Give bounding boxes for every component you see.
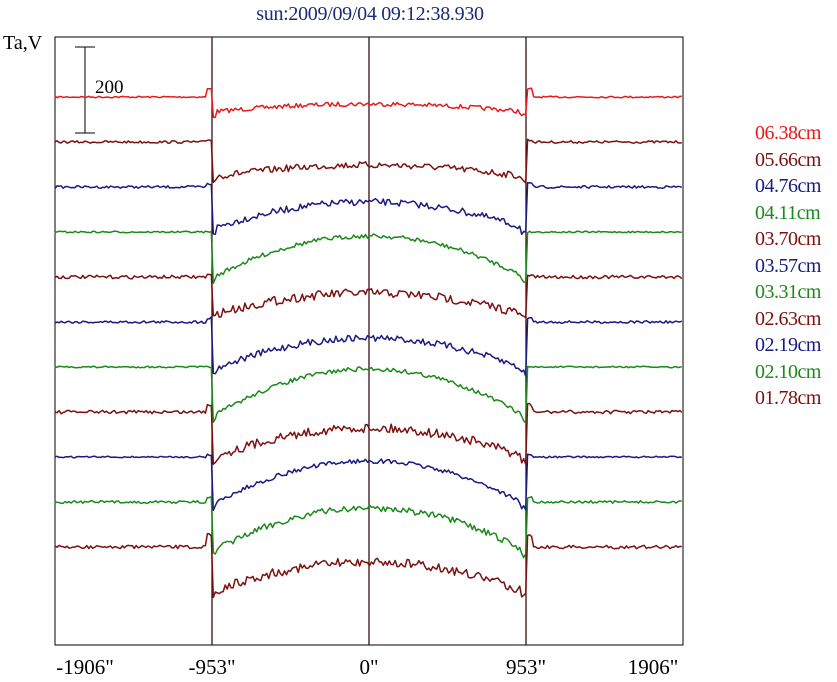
series-line-02-19cm bbox=[54, 453, 683, 512]
chart-title: sun:2009/09/04 09:12:38.930 bbox=[256, 3, 484, 25]
x-tick-label: -1906" bbox=[56, 655, 114, 679]
legend-item-02-63cm: 02.63cm bbox=[755, 307, 821, 330]
series-line-03-70cm bbox=[54, 273, 683, 319]
legend-item-03-57cm: 03.57cm bbox=[755, 254, 821, 277]
legend-item-05-66cm: 05.66cm bbox=[755, 148, 821, 171]
series-line-05-66cm bbox=[54, 138, 682, 184]
legend-item-03-31cm: 03.31cm bbox=[755, 281, 821, 303]
series-line-02-63cm bbox=[54, 402, 683, 465]
x-tick-label: 1906" bbox=[627, 655, 679, 679]
series-line-06-38cm bbox=[54, 87, 682, 119]
legend-item-02-10cm: 02.10cm bbox=[755, 360, 821, 383]
series-line-04-76cm bbox=[54, 182, 683, 236]
y-axis-label: Ta,V bbox=[3, 32, 43, 54]
legend-item-04-11cm: 04.11cm bbox=[755, 201, 821, 224]
series-line-02-10cm bbox=[54, 495, 682, 559]
legend-item-01-78cm: 01.78cm bbox=[755, 387, 821, 409]
legend-item-03-70cm: 03.70cm bbox=[755, 228, 821, 250]
scale-bar-label: 200 bbox=[95, 77, 124, 98]
series-line-03-31cm bbox=[54, 365, 682, 424]
series-line-03-57cm bbox=[54, 316, 683, 377]
legend-item-02-19cm: 02.19cm bbox=[755, 334, 821, 356]
limb-lines bbox=[211, 37, 527, 645]
series-line-01-78cm bbox=[54, 533, 682, 599]
x-tick-label: -953" bbox=[188, 655, 236, 679]
legend-item-06-38cm: 06.38cm bbox=[755, 122, 821, 144]
series-group bbox=[54, 87, 683, 599]
legend-item-04-76cm: 04.76cm bbox=[755, 175, 821, 197]
x-tick-label: 953" bbox=[505, 655, 547, 679]
x-tick-label: 0" bbox=[359, 655, 379, 679]
series-line-04-11cm bbox=[54, 230, 682, 285]
scale-bar bbox=[75, 46, 95, 134]
